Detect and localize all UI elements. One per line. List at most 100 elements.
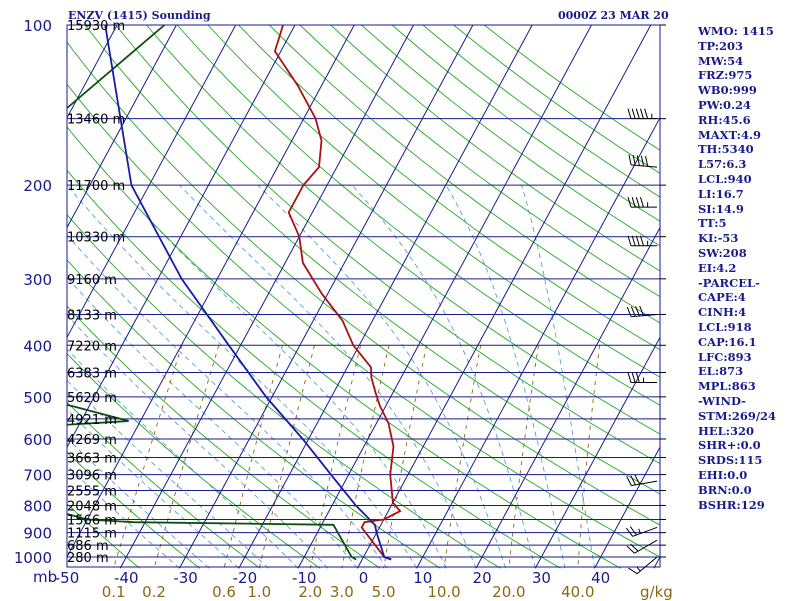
wind-barb (626, 305, 658, 318)
wind-barb (626, 539, 658, 554)
index-line: MW:54 (698, 53, 744, 68)
dry-adiabat-line (67, 83, 660, 558)
index-line: MPL:863 (698, 379, 756, 394)
mixing-ratio-tick-label: 40.0 (561, 583, 594, 600)
index-line: SHR+:0.0 (698, 438, 761, 453)
height-label: 280 m (67, 551, 109, 566)
mixing-ratio-tick-label: 2.0 (298, 583, 322, 600)
pressure-tick-label: 800 (23, 497, 52, 515)
dry-adiabat-line (361, 25, 660, 247)
moist-adiabat-line (67, 276, 358, 569)
mixing-ratio-tick-label: 1.0 (247, 583, 271, 600)
isotherm-line (179, 25, 474, 569)
pressure-tick-label: 200 (23, 177, 52, 195)
height-label: 1115 m (67, 527, 117, 542)
isotherm-line (416, 116, 660, 569)
dry-adiabat-line (330, 25, 660, 272)
index-line: EHI:0.0 (698, 467, 748, 482)
index-line: KI:-53 (698, 231, 739, 246)
index-line: -WIND- (698, 393, 746, 408)
height-label: 6383 m (67, 367, 117, 382)
moist-adiabat-line (257, 184, 507, 569)
dry-adiabat-line (299, 25, 660, 298)
isotherm-line (0, 25, 58, 568)
index-line: SRDS:115 (698, 453, 763, 468)
height-label: 3663 m (67, 451, 117, 466)
chart-title: ENZV (1415) Sounding (68, 9, 211, 22)
index-line: LCL:918 (698, 319, 752, 334)
wind-barb (627, 372, 657, 384)
moist-adiabats (67, 184, 596, 569)
index-line: PW:0.24 (698, 97, 752, 112)
index-line: CAPE:4 (698, 290, 746, 305)
index-line: TP:203 (698, 38, 744, 53)
index-line: LFC:893 (698, 349, 752, 364)
height-label: 3096 m (67, 469, 117, 484)
dry-adiabat-line (67, 352, 321, 569)
wind-barb (626, 474, 658, 487)
wind-barbs (625, 108, 658, 575)
pressure-tick-label: 600 (23, 431, 52, 449)
wind-barb (627, 235, 657, 247)
index-line: BRN:0.0 (698, 482, 752, 497)
pressure-tick-label: 700 (23, 467, 52, 485)
dry-adiabat-line (67, 401, 261, 569)
pressure-tick-label: 100 (23, 17, 52, 35)
temperature-tick-label: -40 (114, 569, 139, 587)
dry-adiabat-line (67, 213, 501, 569)
index-line: L57:6.3 (698, 157, 747, 172)
pressure-unit-label: mb (33, 568, 58, 586)
moist-adiabat-line (445, 184, 566, 569)
moist-adiabat-line (179, 184, 477, 569)
index-line: FRZ:975 (698, 68, 753, 83)
sounding-datetime: 0000Z 23 MAR 20 (558, 9, 669, 22)
dry-adiabat-line (67, 451, 201, 569)
mixing-ratio-line (577, 345, 601, 569)
isotherm-line (119, 25, 415, 569)
index-line: WB0:999 (698, 83, 757, 98)
index-line: WMO: 1415 (698, 24, 774, 38)
height-label: 4269 m (67, 433, 117, 448)
dry-adiabat-line (268, 25, 660, 324)
moist-adiabat-line (116, 184, 447, 569)
temperature-tick-label: 20 (473, 569, 492, 587)
index-line: STM:269/24 (698, 408, 777, 423)
isotherm-line (534, 336, 660, 569)
index-line: HEL:320 (698, 423, 754, 438)
plot-frame (66, 24, 661, 568)
dry-adiabat-line (176, 25, 660, 406)
height-label: 11700 m (67, 179, 125, 194)
mixing-ratio-tick-label: 0.2 (142, 583, 166, 600)
mixing-ratio-tick-label: 5.0 (372, 583, 396, 600)
height-label: 13460 m (67, 113, 125, 128)
pressure-tick-label: 900 (23, 525, 52, 543)
height-label: 8133 m (67, 308, 117, 323)
isotherm-line (67, 25, 237, 339)
mixing-ratio-line (223, 345, 283, 569)
mixing-ratio-line (383, 345, 428, 569)
isotherm-line (297, 25, 592, 569)
mixing-ratio-line (443, 345, 482, 569)
isobars (66, 24, 666, 568)
mixing-ratio-line (153, 345, 220, 569)
wind-barb (628, 556, 658, 575)
parcel-trace (104, 25, 392, 561)
index-line: TT:5 (698, 216, 727, 231)
dewpoint-trace (67, 25, 357, 561)
temperature-tick-label: -50 (55, 569, 80, 587)
height-label: 4921 m (67, 413, 117, 428)
wind-barb (628, 154, 658, 168)
mixing-ratio-unit-label: g/kg (640, 583, 673, 601)
dry-adiabat-line (67, 169, 561, 569)
isotherm-line (356, 25, 652, 569)
index-line: EL:873 (698, 364, 744, 379)
temperature-tick-label: 10 (413, 569, 432, 587)
height-label: 2555 m (67, 485, 117, 500)
moist-adiabat-line (521, 184, 596, 569)
isotherm-line (475, 226, 660, 569)
moist-adiabat-line (67, 348, 299, 569)
moist-adiabat-line (351, 184, 536, 569)
pressure-tick-label: 1000 (14, 549, 52, 567)
wind-barb (627, 197, 657, 208)
